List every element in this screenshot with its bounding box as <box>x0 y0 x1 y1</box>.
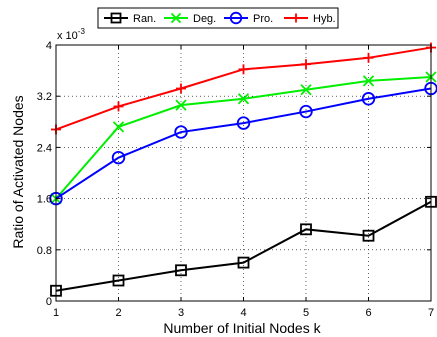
plus-marker <box>301 59 311 70</box>
x-marker <box>170 12 182 24</box>
x-tick-label: 7 <box>428 307 434 319</box>
series-line <box>55 200 432 292</box>
legend-label: Hyb. <box>313 13 336 25</box>
y-tick-label: 3.2 <box>37 91 52 103</box>
series-layer <box>49 42 437 297</box>
x-tick-label: 2 <box>115 307 121 319</box>
y-tick-label: 0 <box>46 296 52 308</box>
legend-label: Deg. <box>193 13 216 25</box>
x-tick-label: 6 <box>365 307 371 319</box>
x-marker <box>237 93 250 105</box>
y-tick-label: 2.4 <box>37 142 52 154</box>
circle-marker <box>174 125 188 139</box>
x-marker <box>175 99 187 111</box>
y-axis-label: Ratio of Activated Nodes <box>10 95 26 248</box>
x-tick-label: 3 <box>178 307 184 319</box>
series-ran <box>50 195 437 297</box>
x-tick-label: 5 <box>303 307 309 319</box>
legend-entry: Pro. <box>224 11 273 25</box>
square-marker <box>175 264 187 277</box>
legend-entry: Deg. <box>164 12 216 25</box>
series-hyb <box>51 42 436 135</box>
axis-labels: 1 2 3 4 5 6 7 0 0.8 1.6 2.4 3.2 4 <box>37 40 434 319</box>
square-marker <box>112 274 125 287</box>
legend: Ran. Deg. Pro. Hyb. <box>97 7 339 29</box>
square-marker <box>362 229 375 242</box>
axis-ticks <box>55 44 432 302</box>
x-tick-label: 1 <box>53 307 59 319</box>
square-marker <box>300 223 312 236</box>
plus-marker <box>113 101 124 112</box>
series-line <box>55 87 432 200</box>
legend-entry: Ran. <box>104 12 156 25</box>
legend-box <box>97 7 339 29</box>
y-tick-label: 0.8 <box>37 245 52 257</box>
plus-marker <box>291 13 301 23</box>
series-pro <box>49 81 437 206</box>
x-marker <box>300 84 312 96</box>
plus-marker <box>363 52 374 63</box>
square-marker <box>110 12 122 24</box>
circle-marker <box>299 104 313 119</box>
y-tick-label: 4 <box>46 40 52 52</box>
legend-label: Ran. <box>133 13 156 25</box>
x-marker <box>362 75 375 87</box>
x-tick-label: 4 <box>240 307 246 319</box>
circle-marker <box>361 92 376 106</box>
square-marker <box>237 256 250 269</box>
circle-marker <box>111 150 126 165</box>
y-scale-note: x 10-3 <box>57 27 85 42</box>
circle-marker <box>229 11 243 25</box>
x-axis-label: Number of Initial Nodes k <box>163 320 321 336</box>
plus-marker <box>238 64 249 75</box>
x-marker <box>112 121 125 133</box>
plus-marker <box>176 83 186 94</box>
circle-marker <box>236 116 251 130</box>
y-tick-label: 1.6 <box>37 194 52 206</box>
legend-entry: Hyb. <box>284 13 336 25</box>
legend-label: Pro. <box>253 13 273 25</box>
